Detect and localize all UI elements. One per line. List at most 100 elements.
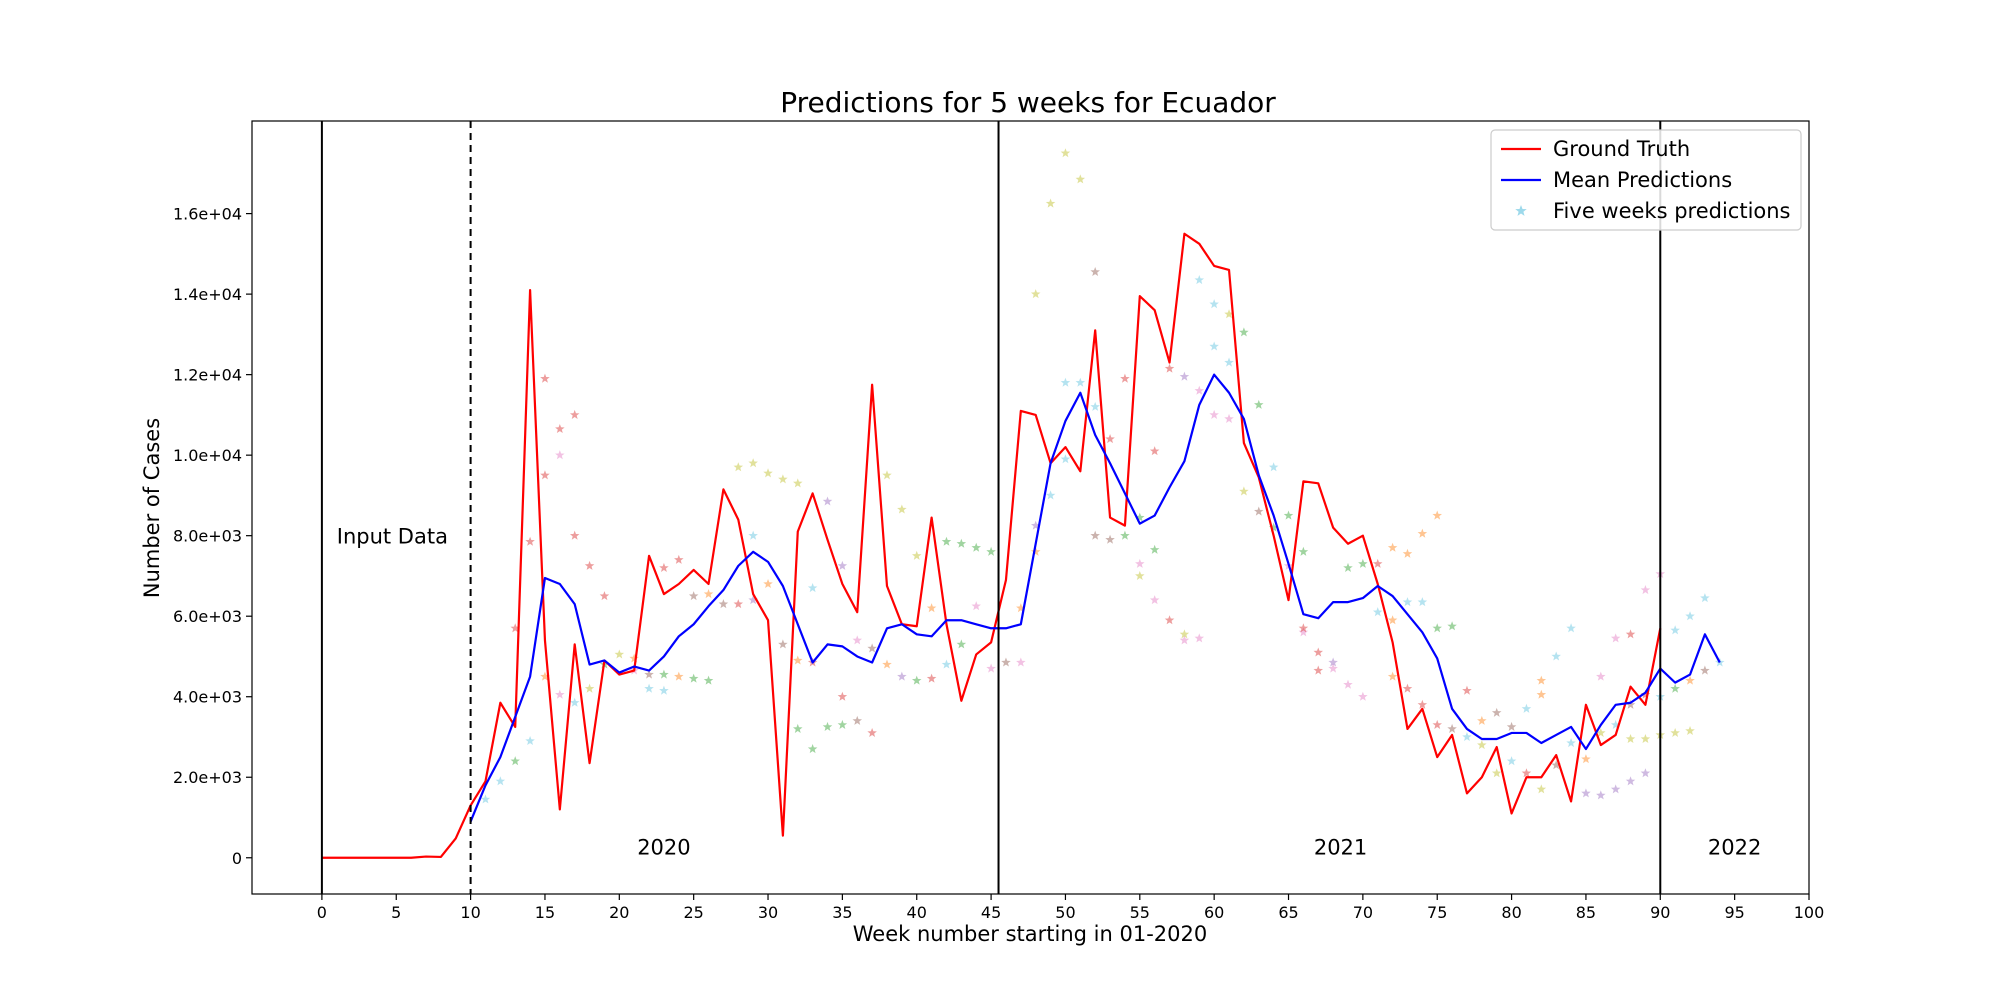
prediction-star-116 bbox=[1239, 486, 1249, 496]
prediction-star-109 bbox=[1224, 357, 1234, 367]
prediction-star-58 bbox=[882, 659, 892, 669]
prediction-star-101 bbox=[1194, 633, 1205, 643]
x-tick-label-14: 70 bbox=[1353, 903, 1373, 922]
prediction-star-191 bbox=[1685, 675, 1695, 685]
prediction-star-90 bbox=[1105, 534, 1115, 544]
prediction-star-147 bbox=[1432, 719, 1442, 729]
prediction-star-100 bbox=[1179, 635, 1190, 645]
prediction-star-23 bbox=[644, 669, 654, 679]
prediction-star-111 bbox=[1239, 327, 1249, 337]
prediction-star-149 bbox=[1462, 731, 1472, 742]
prediction-star-183 bbox=[1640, 734, 1651, 744]
prediction-star-43 bbox=[778, 639, 788, 649]
prediction-star-127 bbox=[1358, 691, 1368, 701]
prediction-star-151 bbox=[1477, 715, 1487, 725]
prediction-star-170 bbox=[1640, 768, 1651, 778]
axis-ticks: 0 5 10 15 20 25 30 35 40 45 50 55 60 65 70 75 80 85 90 95 10… bbox=[173, 205, 1824, 922]
prediction-star-70 bbox=[941, 659, 952, 669]
prediction-star-188 bbox=[1685, 611, 1695, 621]
prediction-star-48 bbox=[822, 721, 833, 731]
prediction-star-134 bbox=[1387, 542, 1398, 552]
y-tick-label-2: 4.0e+03 bbox=[173, 688, 242, 707]
prediction-star-34 bbox=[733, 599, 744, 609]
prediction-star-187 bbox=[1670, 625, 1680, 635]
prediction-star-168 bbox=[1610, 784, 1621, 794]
prediction-star-138 bbox=[1372, 607, 1383, 617]
y-tick-label-8: 1.6e+04 bbox=[173, 205, 242, 224]
x-tick-label-9: 45 bbox=[981, 903, 1001, 922]
prediction-star-27 bbox=[703, 675, 714, 685]
prediction-star-65 bbox=[926, 603, 937, 613]
prediction-star-86 bbox=[1060, 377, 1071, 387]
prediction-star-139 bbox=[1387, 615, 1398, 625]
prediction-star-36 bbox=[733, 462, 744, 472]
prediction-star-105 bbox=[1179, 371, 1190, 381]
prediction-star-164 bbox=[1551, 651, 1561, 661]
prediction-star-76 bbox=[1016, 603, 1026, 613]
prediction-star-117 bbox=[1254, 506, 1264, 516]
prediction-star-140 bbox=[1402, 597, 1413, 607]
x-tick-label-17: 85 bbox=[1576, 903, 1596, 922]
prediction-star-185 bbox=[1670, 727, 1680, 737]
x-tick-label-12: 60 bbox=[1204, 903, 1224, 922]
prediction-star-1 bbox=[495, 776, 506, 786]
prediction-star-41 bbox=[748, 530, 758, 540]
prediction-star-84 bbox=[1045, 490, 1056, 500]
prediction-star-49 bbox=[837, 719, 848, 729]
prediction-star-80 bbox=[1060, 148, 1071, 158]
prediction-star-186 bbox=[1685, 725, 1695, 735]
prediction-star-177 bbox=[1596, 727, 1606, 737]
prediction-star-122 bbox=[1298, 546, 1309, 556]
prediction-star-124 bbox=[1313, 647, 1324, 657]
prediction-star-136 bbox=[1417, 528, 1428, 538]
prediction-star-55 bbox=[837, 691, 848, 701]
prediction-star-137 bbox=[1432, 510, 1442, 520]
prediction-star-67 bbox=[956, 538, 967, 548]
prediction-star-38 bbox=[763, 468, 773, 478]
prediction-star-47 bbox=[807, 744, 818, 754]
prediction-star-0 bbox=[480, 794, 491, 804]
prediction-star-81 bbox=[1075, 174, 1086, 184]
prediction-star-189 bbox=[1700, 593, 1710, 603]
prediction-star-95 bbox=[1135, 512, 1145, 522]
prediction-star-115 bbox=[1224, 413, 1234, 423]
prediction-star-160 bbox=[1536, 784, 1547, 794]
prediction-star-144 bbox=[1387, 671, 1398, 681]
prediction-star-50 bbox=[852, 715, 863, 725]
y-tick-label-6: 1.2e+04 bbox=[173, 366, 242, 385]
x-tick-label-19: 95 bbox=[1724, 903, 1744, 922]
prediction-star-6 bbox=[540, 470, 550, 480]
y-tick-label-4: 8.0e+03 bbox=[173, 527, 242, 546]
x-tick-label-5: 25 bbox=[683, 903, 703, 922]
prediction-star-104 bbox=[1164, 363, 1175, 373]
prediction-star-77 bbox=[1030, 546, 1041, 556]
prediction-star-120 bbox=[1283, 510, 1294, 520]
prediction-star-133 bbox=[1372, 558, 1383, 568]
prediction-star-4 bbox=[525, 536, 535, 546]
prediction-star-102 bbox=[1135, 570, 1145, 580]
prediction-star-98 bbox=[1164, 615, 1175, 625]
annotation-3: 2022 bbox=[1708, 836, 1761, 860]
prediction-star-130 bbox=[1328, 657, 1338, 667]
prediction-star-14 bbox=[540, 671, 550, 681]
x-tick-label-4: 20 bbox=[609, 903, 629, 922]
series-line-mean-predictions bbox=[469, 373, 1721, 822]
prediction-star-155 bbox=[1506, 756, 1517, 766]
prediction-star-61 bbox=[897, 671, 907, 681]
legend-box bbox=[1490, 129, 1802, 231]
prediction-star-32 bbox=[703, 589, 714, 599]
x-tick-label-13: 65 bbox=[1278, 903, 1298, 922]
x-tick-label-8: 40 bbox=[907, 903, 927, 922]
prediction-star-158 bbox=[1536, 689, 1547, 699]
prediction-star-167 bbox=[1596, 790, 1606, 800]
prediction-star-156 bbox=[1506, 721, 1517, 731]
prediction-star-52 bbox=[807, 583, 818, 593]
prediction-star-180 bbox=[1640, 689, 1651, 699]
x-tick-label-10: 50 bbox=[1055, 903, 1075, 922]
legend-label-0: Ground Truth bbox=[1553, 137, 1690, 161]
prediction-star-103 bbox=[1149, 446, 1160, 456]
prediction-star-75 bbox=[1016, 657, 1026, 667]
prediction-star-132 bbox=[1358, 558, 1368, 568]
prediction-star-128 bbox=[1298, 623, 1309, 633]
